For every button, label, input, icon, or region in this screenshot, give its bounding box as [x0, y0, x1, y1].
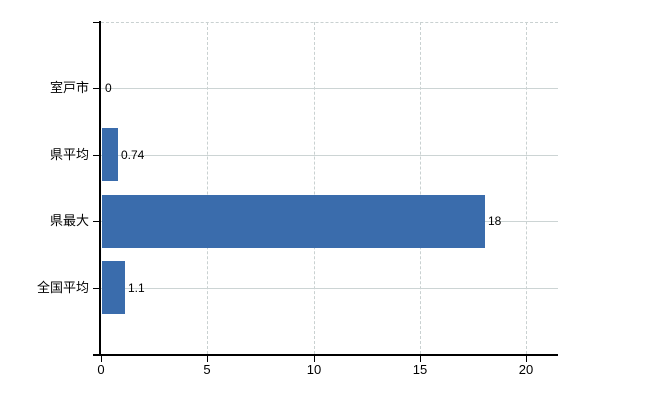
x-tick-label: 0	[97, 362, 105, 377]
bar	[102, 261, 125, 314]
y-axis-tick	[93, 155, 99, 156]
x-axis-tick	[526, 356, 527, 362]
x-axis-tick	[207, 356, 208, 362]
y-axis-line	[99, 21, 101, 355]
gridline-vertical	[314, 22, 315, 354]
y-axis-tick	[93, 88, 99, 89]
gridline-vertical	[526, 22, 527, 354]
x-axis-line	[93, 354, 558, 356]
x-axis-tick	[101, 356, 102, 362]
gridline-vertical	[207, 22, 208, 354]
gridline-vertical	[420, 22, 421, 354]
gridline-horizontal	[101, 155, 558, 156]
category-label: 県最大	[49, 213, 89, 228]
x-axis-tick	[420, 356, 421, 362]
bar	[102, 128, 118, 181]
y-axis-top-tick	[93, 22, 99, 23]
category-label: 県平均	[49, 147, 89, 162]
category-label: 室戸市	[49, 80, 89, 95]
x-tick-label: 5	[203, 362, 211, 377]
x-tick-label: 10	[306, 362, 322, 377]
y-axis-tick	[93, 221, 99, 222]
x-tick-label: 20	[518, 362, 534, 377]
x-tick-label: 15	[412, 362, 428, 377]
top-gridline	[101, 22, 558, 23]
bar-value-label: 18	[488, 214, 502, 228]
gridline-horizontal	[101, 288, 558, 289]
category-label: 全国平均	[36, 280, 89, 295]
bar-value-label: 0.74	[121, 148, 145, 162]
x-axis-tick	[314, 356, 315, 362]
gridline-horizontal	[101, 88, 558, 89]
bar-value-label: 0	[105, 81, 112, 95]
bar-value-label: 1.1	[128, 281, 145, 295]
bar	[102, 195, 485, 248]
y-axis-tick	[93, 288, 99, 289]
